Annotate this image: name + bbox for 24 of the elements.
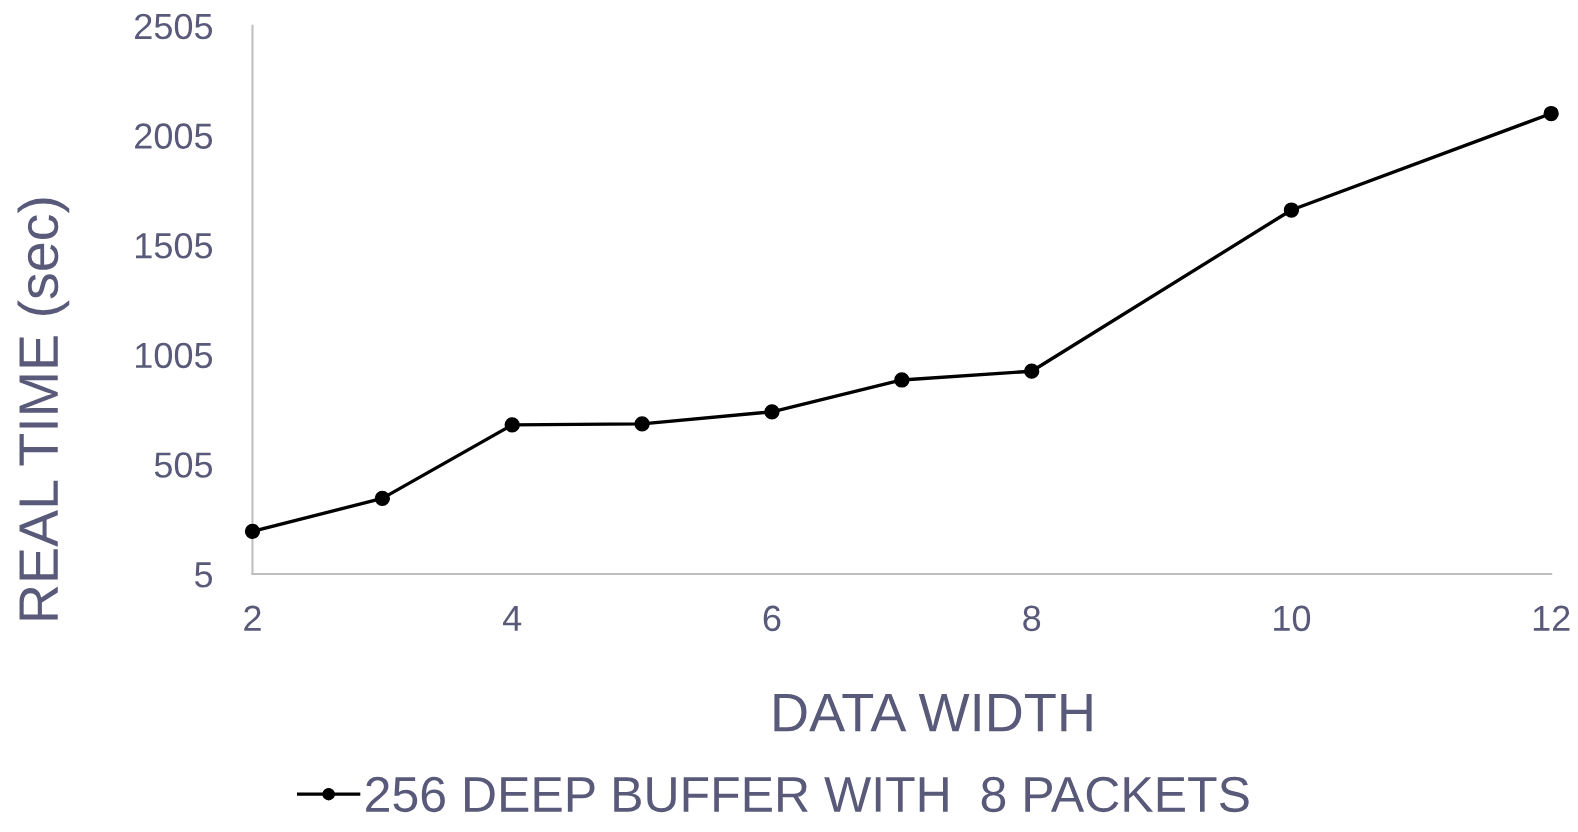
x-tick-label: 4	[503, 605, 522, 631]
y-tick-label: 505	[154, 452, 213, 478]
legend-label: 256 DEEP BUFFER WITH 8 PACKETS	[366, 776, 1249, 813]
x-tick-label: 12	[1533, 605, 1570, 631]
y-tick-label: 2505	[135, 13, 213, 40]
y-axis-title: REAL TIME (sec)	[17, 198, 70, 620]
x-tick-label: 8	[1023, 605, 1041, 632]
point	[1543, 105, 1559, 122]
y-tick-label: 1505	[136, 232, 213, 259]
x-tick-label: 6	[763, 605, 781, 632]
x-tick-label: 10	[1274, 605, 1311, 632]
y-tick-label: 5	[194, 562, 213, 588]
point	[244, 523, 261, 539]
y-tick-label: 1005	[136, 342, 213, 369]
point	[764, 404, 780, 420]
point	[504, 417, 520, 433]
point	[1024, 363, 1040, 379]
point	[374, 490, 390, 507]
point	[1283, 202, 1300, 218]
point	[634, 416, 650, 432]
x-axis-title: DATA WIDTH	[774, 693, 1092, 732]
x-tick-label: 2	[244, 605, 261, 631]
y-tick-label: 2005	[135, 123, 213, 149]
point	[894, 372, 910, 388]
